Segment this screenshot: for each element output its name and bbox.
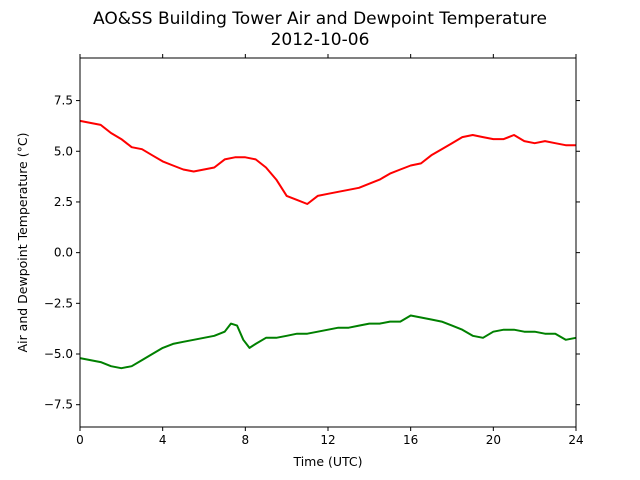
x-axis-label: Time (UTC) [292,454,362,469]
x-tick-label: 12 [320,433,335,447]
x-tick-label: 8 [242,433,250,447]
air-temperature-line [79,119,576,205]
plot-frame [79,57,577,428]
dewpoint-temperature-line [79,314,577,370]
chart-subtitle: 2012-10-06 [271,30,370,50]
y-tick-label: 7.5 [54,94,73,108]
y-axis-ticks: −7.5 −5.0 −2.5 0.0 2.5 5.0 7.5 [44,94,580,412]
x-tick-label: 24 [568,433,583,447]
x-tick-label: 20 [486,433,501,447]
x-tick-label: 0 [76,433,84,447]
y-tick-label: 5.0 [54,144,73,158]
chart-title: AO&SS Building Tower Air and Dewpoint Te… [93,9,547,29]
y-tick-label: 2.5 [54,195,73,209]
x-tick-label: 4 [159,433,167,447]
y-tick-label: −7.5 [44,398,73,412]
y-tick-label: 0.0 [54,246,73,260]
x-axis-ticks: 0 4 8 12 16 20 24 [76,54,584,447]
y-tick-label: −2.5 [44,296,73,310]
y-tick-label: −5.0 [44,347,73,361]
series-layer [79,119,577,370]
x-tick-label: 16 [403,433,418,447]
y-axis-label: Air and Dewpoint Temperature (°C) [15,133,30,353]
